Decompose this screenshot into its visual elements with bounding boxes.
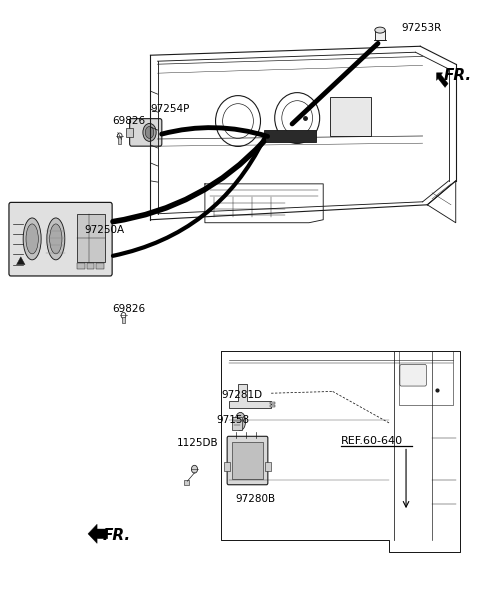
Bar [86, 263, 94, 269]
Bar [77, 214, 105, 261]
Bar [264, 130, 316, 142]
Ellipse shape [375, 27, 385, 33]
Bar [270, 401, 275, 404]
Text: 97254P: 97254P [150, 104, 190, 114]
Text: REF.60-640: REF.60-640 [341, 436, 403, 446]
Ellipse shape [23, 218, 41, 260]
FancyBboxPatch shape [330, 97, 371, 136]
Ellipse shape [143, 123, 156, 141]
Polygon shape [16, 257, 25, 264]
Text: 69826: 69826 [113, 305, 146, 314]
Polygon shape [88, 524, 108, 543]
Bar [118, 136, 121, 144]
Bar [122, 317, 125, 323]
Bar [270, 404, 275, 407]
Bar [96, 263, 104, 269]
Ellipse shape [192, 465, 198, 473]
Ellipse shape [145, 126, 154, 138]
Text: 97281D: 97281D [221, 390, 263, 400]
Text: 97253R: 97253R [401, 23, 442, 32]
Bar [77, 263, 84, 269]
Polygon shape [228, 384, 271, 408]
FancyBboxPatch shape [130, 118, 162, 146]
Ellipse shape [235, 412, 246, 430]
Ellipse shape [47, 218, 65, 260]
Text: 69826: 69826 [113, 116, 146, 126]
Bar [265, 462, 271, 471]
Text: FR.: FR. [444, 68, 472, 83]
Bar [224, 462, 229, 471]
Text: 97250A: 97250A [84, 225, 124, 235]
Ellipse shape [49, 224, 62, 254]
Bar [375, 30, 385, 40]
Bar [126, 128, 133, 136]
FancyBboxPatch shape [232, 417, 242, 430]
Bar [184, 480, 189, 485]
FancyBboxPatch shape [9, 203, 112, 276]
Text: FR.: FR. [103, 528, 131, 543]
Ellipse shape [26, 224, 38, 254]
FancyBboxPatch shape [400, 365, 426, 386]
FancyBboxPatch shape [227, 436, 268, 485]
Polygon shape [436, 73, 448, 87]
Text: 97158: 97158 [217, 415, 250, 425]
Bar [232, 442, 263, 479]
Text: 97280B: 97280B [236, 494, 276, 504]
Text: 1125DB: 1125DB [177, 438, 218, 448]
